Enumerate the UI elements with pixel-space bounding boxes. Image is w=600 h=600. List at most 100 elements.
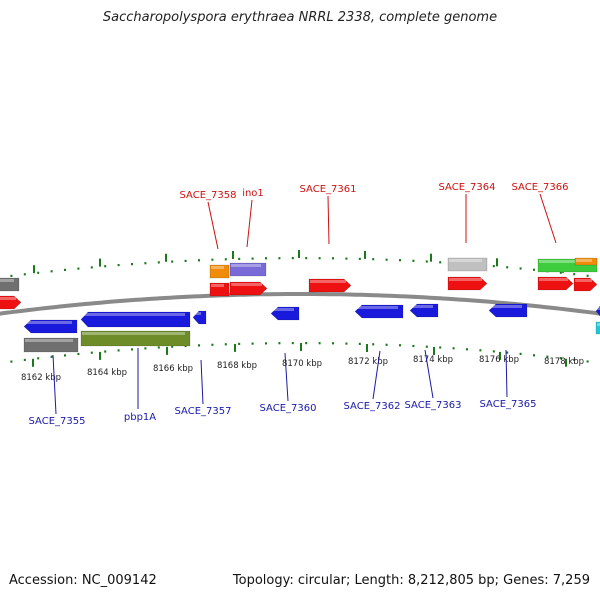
bottom-scale-minor-tick <box>64 354 66 357</box>
bottom-scale-minor-tick <box>198 344 200 347</box>
top-scale-minor-tick <box>372 258 375 261</box>
bottom-scale-minor-tick <box>519 352 522 355</box>
bottom-scale-minor-tick <box>506 351 509 354</box>
top-scale-minor-tick <box>157 261 160 264</box>
top-scale-minor-tick <box>144 262 147 265</box>
bottom-scale-minor-tick <box>399 344 401 347</box>
bottom-label-leader <box>52 354 57 415</box>
gene-arrow-gloss <box>411 305 433 308</box>
feature-block-gloss <box>576 259 592 262</box>
bottom-scale-minor-tick <box>37 357 40 360</box>
genome-summary: Topology: circular; Length: 8,212,805 bp… <box>232 573 590 588</box>
top-scale-minor-tick <box>171 260 174 263</box>
top-scale-minor-tick <box>117 264 120 267</box>
top-label-leader <box>207 201 219 250</box>
feature-block-gloss <box>0 279 14 282</box>
scale-label: 8178 kbp <box>544 357 584 367</box>
gene-label-bottom: SACE_7365 <box>480 399 537 410</box>
gene-label-top: SACE_7358 <box>180 190 237 201</box>
top-scale-minor-tick <box>425 260 428 263</box>
gene-arrow-gloss <box>310 280 346 283</box>
bottom-label-leader <box>200 359 204 405</box>
feature-block <box>574 257 598 266</box>
gene-label-top: ino1 <box>242 188 264 199</box>
scale-label: 8166 kbp <box>153 364 193 374</box>
gene-label-top: SACE_7364 <box>439 182 496 193</box>
bottom-label-leader <box>424 349 434 399</box>
bottom-scale-minor-tick <box>144 347 147 350</box>
top-scale-minor-tick <box>492 265 495 268</box>
feature-block <box>23 337 79 353</box>
gene-arrow <box>308 278 352 293</box>
bottom-scale-minor-tick <box>492 350 495 353</box>
top-scale-minor-tick <box>198 259 200 262</box>
gene-arrow <box>447 276 488 291</box>
gene-arrow <box>270 306 300 321</box>
gene-arrow-gloss <box>194 312 201 315</box>
gene-arrow-gloss <box>82 313 185 316</box>
scale-label: 8162 kbp <box>21 373 61 383</box>
gene-arrow <box>354 304 404 319</box>
gene-label-bottom: SACE_7360 <box>260 403 317 414</box>
genome-backbone <box>0 292 600 316</box>
top-scale-minor-tick <box>265 257 267 260</box>
gene-arrow-gloss <box>0 297 16 300</box>
feature-block-gloss <box>211 266 224 269</box>
bottom-scale-minor-tick <box>265 342 267 345</box>
bottom-scale-minor-tick <box>412 344 415 348</box>
gene-arrow <box>80 311 191 328</box>
bottom-scale-minor-tick <box>586 360 589 363</box>
scale-label: 8176 kbp <box>479 355 519 365</box>
gene-label-top: SACE_7366 <box>512 182 569 193</box>
bottom-scale-minor-tick <box>358 342 361 345</box>
gene-arrow-gloss <box>211 284 224 287</box>
bottom-scale-minor-tick <box>546 355 549 358</box>
top-scale-minor-tick <box>559 271 562 274</box>
bottom-scale-minor-tick <box>23 358 26 361</box>
top-scale-minor-tick <box>90 266 93 269</box>
top-label-leader <box>246 199 253 248</box>
top-scale-minor-tick <box>50 270 53 273</box>
feature-block <box>0 277 20 292</box>
gene-arrow <box>209 282 230 297</box>
top-label-leader <box>539 193 557 244</box>
scale-label: 8170 kbp <box>282 359 322 369</box>
bottom-scale-minor-tick <box>305 342 308 345</box>
bottom-scale-minor-tick <box>211 343 214 346</box>
gene-arrow-gloss <box>575 279 592 282</box>
bottom-scale-minor-tick <box>318 342 321 345</box>
gene-label-bottom: SACE_7363 <box>405 400 462 411</box>
bottom-scale-minor-tick <box>117 349 120 352</box>
bottom-scale-minor-tick <box>559 357 562 360</box>
top-scale-minor-tick <box>23 273 26 276</box>
bottom-scale-minor-tick <box>224 343 227 346</box>
top-scale-minor-tick <box>37 271 40 274</box>
bottom-scale-minor-tick <box>332 342 334 345</box>
top-scale-minor-tick <box>385 258 388 261</box>
bottom-scale-minor-tick <box>278 342 281 345</box>
feature-block <box>229 262 267 277</box>
bottom-scale-minor-tick <box>104 350 107 353</box>
gene-arrow-gloss <box>231 283 262 286</box>
top-scale-minor-tick <box>77 267 80 270</box>
accession-label: Accession: NC_009142 <box>9 573 157 588</box>
gene-arrow <box>0 295 22 310</box>
bottom-scale-minor-tick <box>50 355 53 358</box>
top-scale-minor-tick <box>332 257 334 260</box>
scale-label: 8164 kbp <box>87 368 127 378</box>
bottom-scale-minor-tick <box>466 348 468 351</box>
feature-block-gloss <box>539 260 592 263</box>
scale-label: 8172 kbp <box>348 357 388 367</box>
top-scale-minor-tick <box>238 257 241 260</box>
gene-arrow-gloss <box>597 307 600 310</box>
top-scale-minor-tick <box>318 257 321 260</box>
gene-arrow <box>573 277 598 292</box>
top-scale-minor-tick <box>224 258 227 261</box>
gene-arrow-gloss <box>449 278 482 281</box>
feature-block <box>447 257 488 272</box>
gene-arrow-gloss <box>490 305 522 308</box>
top-scale-minor-tick <box>519 267 522 270</box>
bottom-scale-minor-tick <box>131 348 133 351</box>
gene-label-bottom: SACE_7355 <box>29 416 86 427</box>
